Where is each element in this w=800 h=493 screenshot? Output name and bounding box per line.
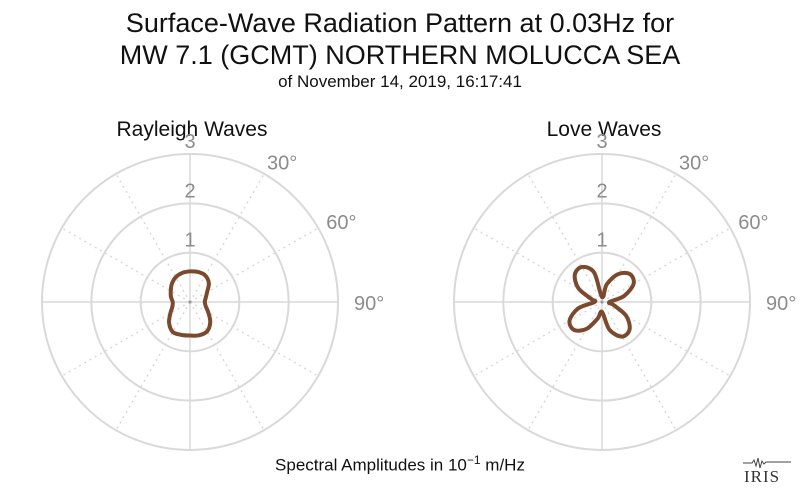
- chart-subtitle: of November 14, 2019, 16:17:41: [278, 72, 522, 91]
- rayleigh-spoke-30: [189, 173, 265, 303]
- love-radiation-curve: [567, 264, 636, 339]
- rayleigh-spoke-330: [115, 173, 191, 303]
- love-spoke-60: [601, 227, 731, 303]
- love-center-dot: [600, 300, 604, 304]
- rayleigh-angle-tick-60: 60°: [326, 212, 356, 234]
- rayleigh-angle-tick-30: 30°: [267, 153, 297, 175]
- rayleigh-ring-1: [139, 251, 241, 353]
- love-ring-3: [453, 153, 751, 451]
- rayleigh-ring-2: [90, 202, 290, 402]
- footer-unit: m/Hz: [480, 455, 525, 475]
- rayleigh-radial-tick-2: 2: [184, 180, 195, 202]
- rayleigh-ring-3: [41, 153, 339, 451]
- love-spoke-240: [473, 301, 603, 377]
- love-angle-tick-90: 90°: [766, 293, 796, 315]
- rayleigh-spoke-150: [189, 301, 265, 431]
- rayleigh-center-dot: [188, 300, 192, 304]
- love-radial-tick-3: 3: [596, 131, 607, 153]
- love-ring-2: [502, 202, 702, 402]
- love-angle-tick-60: 60°: [738, 212, 768, 234]
- rayleigh-angle-tick-90: 90°: [354, 293, 384, 315]
- love-ring-1: [551, 251, 653, 353]
- rayleigh-polar-plot: 1 2 3 30° 60° 90°: [41, 131, 384, 451]
- seismogram-logo-icon: [743, 457, 791, 469]
- chart-title-line2: MW 7.1 (GCMT) NORTHERN MOLUCCA SEA: [119, 40, 681, 70]
- footer-prefix: Spectral Amplitudes in 10: [275, 455, 467, 475]
- love-spoke-150: [601, 301, 677, 431]
- rayleigh-spoke-300: [61, 227, 191, 303]
- footer-exponent: −1: [466, 453, 481, 467]
- iris-logo-text: IRIS: [744, 467, 781, 486]
- love-plot-title: Love Waves: [546, 118, 662, 141]
- rayleigh-spoke-120: [189, 301, 319, 377]
- rayleigh-spoke-60: [189, 227, 319, 303]
- love-radial-tick-1: 1: [596, 230, 607, 252]
- chart-title-line1: Surface-Wave Radiation Pattern at 0.03Hz…: [125, 8, 675, 38]
- love-angle-tick-30: 30°: [679, 153, 709, 175]
- love-spoke-210: [527, 301, 603, 431]
- love-spoke-30: [601, 173, 677, 303]
- rayleigh-spoke-210: [115, 301, 191, 431]
- footer-units-label: Spectral Amplitudes in 10−1 m/Hz: [0, 453, 800, 476]
- love-polar-plot: 1 2 3 30° 60° 90°: [453, 131, 796, 451]
- love-radial-tick-2: 2: [596, 180, 607, 202]
- rayleigh-radiation-curve: [166, 269, 213, 338]
- love-spoke-330: [527, 173, 603, 303]
- rayleigh-plot-title: Rayleigh Waves: [116, 118, 268, 141]
- rayleigh-radial-tick-3: 3: [184, 131, 195, 153]
- rayleigh-radial-tick-1: 1: [184, 230, 195, 252]
